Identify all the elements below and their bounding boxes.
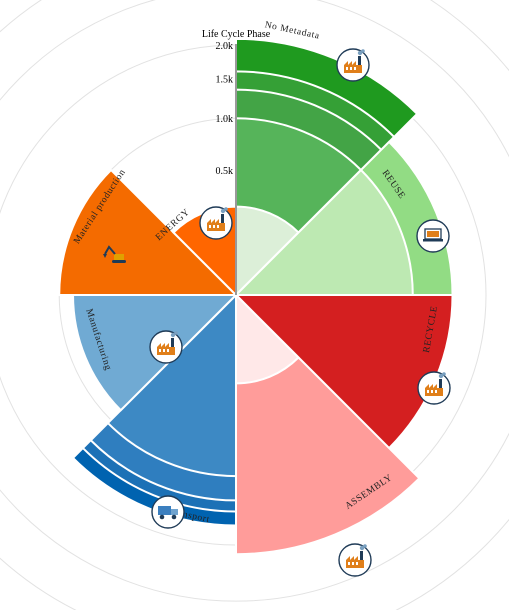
factory-icon-body: [346, 560, 364, 568]
factory-icon-chimney: [221, 214, 224, 223]
radial-tick-label: 2.0k: [216, 41, 234, 52]
truck-icon: [151, 495, 185, 529]
factory-icon-roof: [425, 384, 437, 388]
excavator-icon: [103, 245, 126, 263]
category-label: No Metadata: [264, 20, 321, 41]
truck-icon-cab: [171, 509, 178, 515]
factory-icon: [336, 48, 370, 82]
factory-icon-roof: [207, 219, 219, 223]
factory-icon: [199, 206, 233, 240]
factory-icon-chimney: [358, 56, 361, 65]
factory-icon-smoke: [363, 544, 367, 548]
factory-icon-chimney: [360, 551, 363, 560]
laptop-icon-base: [423, 239, 443, 242]
chart-title: Life Cycle Phase: [202, 29, 271, 40]
factory-icon-window: [217, 225, 219, 228]
excavator-icon-tracks: [112, 260, 126, 263]
radial-axis: Life Cycle Phase: [202, 29, 271, 295]
wedge-material-production[interactable]: [58, 168, 239, 296]
wedge-transport[interactable]: [106, 292, 237, 478]
factory-icon-window: [346, 67, 348, 70]
truck-icon-cargo: [158, 506, 171, 515]
category-icons: [103, 48, 451, 577]
truck-icon-wheel: [159, 514, 165, 520]
factory-icon-smoke: [224, 207, 228, 211]
factory-icon-smoke: [442, 372, 446, 376]
factory-icon-window: [435, 390, 437, 393]
wedges: [58, 37, 454, 556]
factory-icon-body: [344, 65, 362, 73]
factory-icon-roof: [346, 556, 358, 560]
factory-icon-smoke: [361, 49, 365, 53]
factory-icon-smoke: [359, 545, 365, 551]
factory-icon-window: [427, 390, 429, 393]
factory-icon-chimney: [171, 338, 174, 347]
factory-icon-smoke: [220, 208, 226, 214]
radial-tick-label: 1.5k: [216, 74, 234, 85]
factory-icon-window: [167, 349, 169, 352]
excavator-icon-bucket: [103, 254, 107, 258]
wedge-no-metadata[interactable]: [235, 205, 300, 298]
excavator-icon-body: [114, 254, 124, 260]
factory-icon-smoke: [170, 332, 176, 338]
laptop-icon: [416, 219, 450, 253]
factory-icon-window: [356, 562, 358, 565]
factory-icon-window: [350, 67, 352, 70]
factory-icon-smoke: [438, 373, 444, 379]
radial-tick-labels: 0.5k 1.0k 1.5k 2.0k: [216, 41, 234, 177]
factory-icon-window: [209, 225, 211, 228]
factory-icon: [417, 371, 451, 405]
factory-icon-window: [354, 67, 356, 70]
factory-icon-smoke: [174, 331, 178, 335]
radial-tick-label: 1.0k: [216, 114, 234, 125]
wedge-assembly[interactable]: [235, 292, 300, 385]
factory-icon-body: [207, 223, 225, 231]
factory-icon-window: [431, 390, 433, 393]
factory-icon-roof: [157, 343, 169, 347]
wedge-reuse[interactable]: [233, 168, 414, 296]
factory-icon-body: [157, 347, 175, 355]
factory-icon: [149, 330, 183, 364]
factory-icon-window: [213, 225, 215, 228]
factory-icon-smoke: [357, 50, 363, 56]
factory-icon-chimney: [439, 379, 442, 388]
factory-icon-body: [425, 388, 443, 396]
factory-icon-window: [159, 349, 161, 352]
radial-tick-label: 0.5k: [216, 166, 234, 177]
excavator-icon-arm: [104, 245, 116, 255]
factory-icon-roof: [344, 61, 356, 65]
factory-icon: [338, 543, 372, 577]
factory-icon-window: [348, 562, 350, 565]
factory-icon-window: [163, 349, 165, 352]
factory-icon-window: [352, 562, 354, 565]
truck-icon-wheel: [171, 514, 177, 520]
laptop-icon-display: [427, 231, 439, 237]
